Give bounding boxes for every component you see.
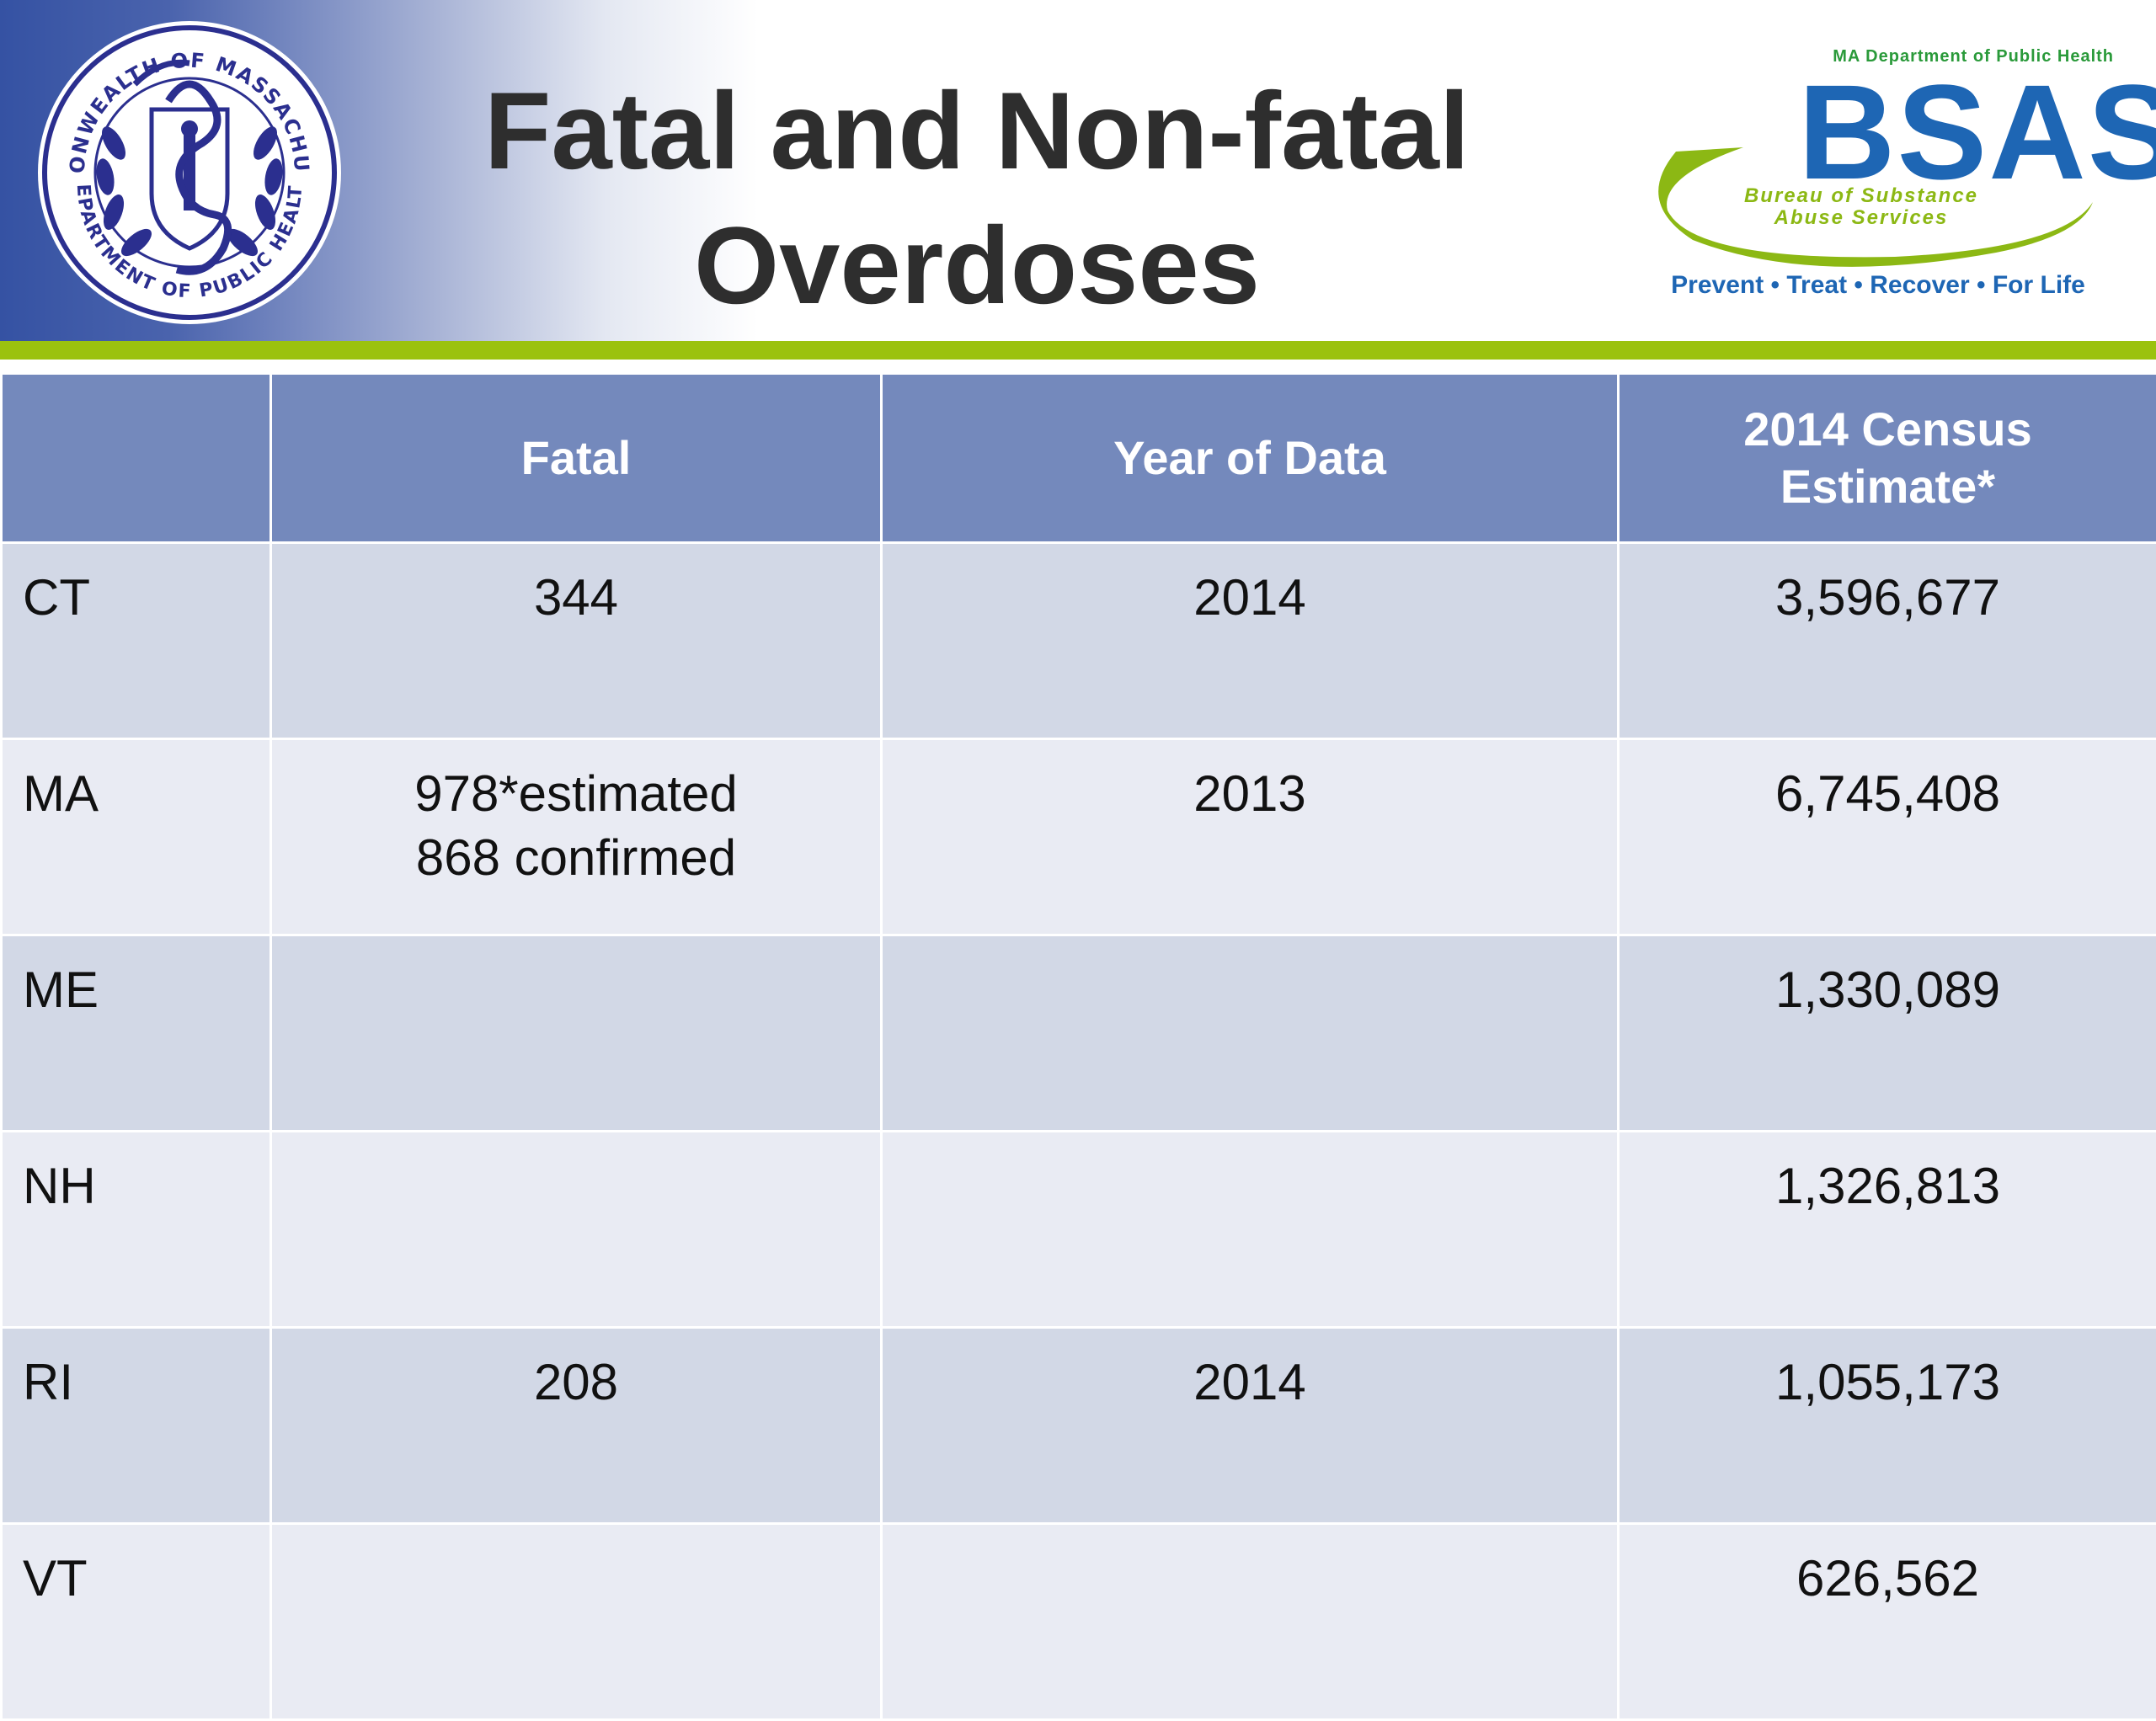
overdose-table: Fatal Year of Data 2014 Census Estimate*…	[0, 372, 2156, 1721]
cell-fatal-value: 978*estimated	[292, 762, 860, 826]
table-row: ME 1,330,089	[2, 935, 2156, 1132]
logo-bsas-text: BSAS	[1798, 61, 2114, 204]
cell-state: MA	[2, 739, 271, 935]
cell-state: RI	[2, 1328, 271, 1524]
cell-year: 2014	[882, 1328, 1619, 1524]
cell-fatal-value: 208	[292, 1351, 860, 1415]
cell-fatal	[271, 935, 882, 1132]
logo-tagline: Prevent • Treat • Recover • For Life	[1642, 271, 2114, 300]
table-row: NH 1,326,813	[2, 1132, 2156, 1328]
header-year: Year of Data	[882, 374, 1619, 543]
cell-fatal	[271, 1132, 882, 1328]
cell-state: ME	[2, 935, 271, 1132]
header-fatal: Fatal	[271, 374, 882, 543]
header-divider	[0, 341, 2156, 360]
cell-census: 1,055,173	[1619, 1328, 2156, 1524]
cell-fatal: 344	[271, 543, 882, 739]
slide-title: Fatal and Non-fatal Overdoses	[404, 63, 1550, 333]
cell-state: NH	[2, 1132, 271, 1328]
header-census: 2014 Census Estimate*	[1619, 374, 2156, 543]
cell-year	[882, 1524, 1619, 1720]
cell-year: 2013	[882, 739, 1619, 935]
logo-bureau-line-2: Abuse Services	[1718, 207, 2004, 229]
cell-census: 1,326,813	[1619, 1132, 2156, 1328]
cell-census: 1,330,089	[1619, 935, 2156, 1132]
table-row: VT 626,562	[2, 1524, 2156, 1720]
cell-fatal-value: 344	[292, 566, 860, 630]
header-state	[2, 374, 271, 543]
title-line-1: Fatal and Non-fatal	[404, 63, 1550, 198]
title-line-2: Overdoses	[404, 198, 1550, 333]
logo-bureau-line-1: Bureau of Substance	[1718, 185, 2004, 207]
cell-fatal: 208	[271, 1328, 882, 1524]
commonwealth-seal-icon: COMMONWEALTH OF MASSACHUSETTS DEPARTMENT…	[34, 17, 345, 328]
table-row: CT 344 2014 3,596,677	[2, 543, 2156, 739]
cell-census: 626,562	[1619, 1524, 2156, 1720]
logo-bureau-text: Bureau of Substance Abuse Services	[1718, 185, 2004, 229]
cell-year	[882, 935, 1619, 1132]
cell-year: 2014	[882, 543, 1619, 739]
cell-census: 6,745,408	[1619, 739, 2156, 935]
cell-year	[882, 1132, 1619, 1328]
cell-fatal-note: 868 confirmed	[292, 826, 860, 890]
table-header-row: Fatal Year of Data 2014 Census Estimate*	[2, 374, 2156, 543]
bsas-logo: MA Department of Public Health BSAS Bure…	[1642, 42, 2114, 320]
table-row: RI 208 2014 1,055,173	[2, 1328, 2156, 1524]
cell-census: 3,596,677	[1619, 543, 2156, 739]
cell-state: VT	[2, 1524, 271, 1720]
cell-state: CT	[2, 543, 271, 739]
cell-fatal	[271, 1524, 882, 1720]
